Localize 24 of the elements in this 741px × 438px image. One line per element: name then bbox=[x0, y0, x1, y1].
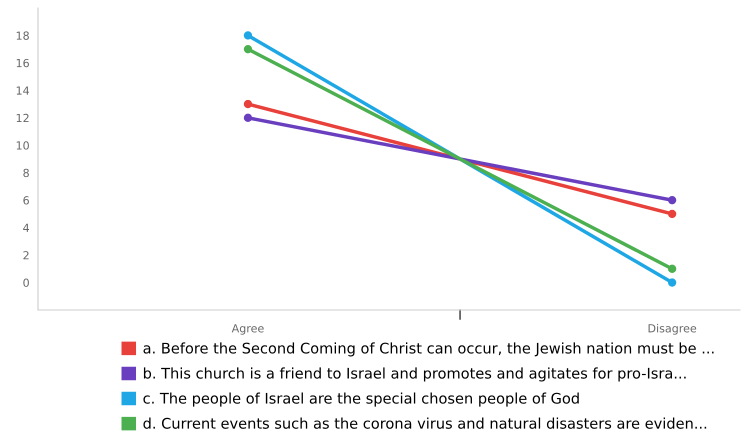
point bbox=[244, 31, 252, 40]
point bbox=[668, 278, 676, 287]
point bbox=[244, 114, 252, 122]
legend-label: b. This church is a friend to Israel and promotes and agitates for pro-Isra... bbox=[144, 367, 686, 382]
y-tick-label: 12 bbox=[16, 114, 29, 122]
y-tick-label: 14 bbox=[16, 86, 30, 95]
point bbox=[244, 45, 252, 54]
legend-label: a. Before the Second Coming of Christ can occur, the Jewish nation must be ... bbox=[143, 342, 714, 356]
y-tick-label: 8 bbox=[23, 168, 29, 178]
x-tick-label: Disagree bbox=[648, 324, 696, 335]
legend-label: d. Current events such as the corona virus and natural disasters are eviden... bbox=[143, 418, 706, 429]
point bbox=[668, 210, 676, 218]
y-tick-label: 10 bbox=[16, 141, 29, 150]
x-tick-label: Agree bbox=[232, 324, 264, 335]
legend-label: c. The people of Israel are the special chosen people of God bbox=[143, 392, 579, 407]
y-tick-label: 6 bbox=[23, 196, 29, 205]
y-tick-label: 0 bbox=[23, 278, 29, 287]
point bbox=[244, 100, 252, 108]
y-tick-label: 4 bbox=[23, 224, 30, 232]
point bbox=[668, 264, 676, 273]
y-tick-label: 16 bbox=[16, 58, 29, 68]
point bbox=[668, 196, 676, 204]
y-tick-label: 2 bbox=[23, 251, 29, 260]
y-tick-label: 18 bbox=[16, 31, 29, 40]
